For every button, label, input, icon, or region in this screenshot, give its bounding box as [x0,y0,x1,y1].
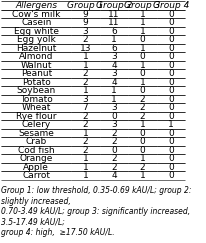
Text: Group 1: low threshold, 0.35-0.69 kAU/L; group 2: slightly increased,
0.70-3.49 : Group 1: low threshold, 0.35-0.69 kAU/L;… [1,186,191,237]
